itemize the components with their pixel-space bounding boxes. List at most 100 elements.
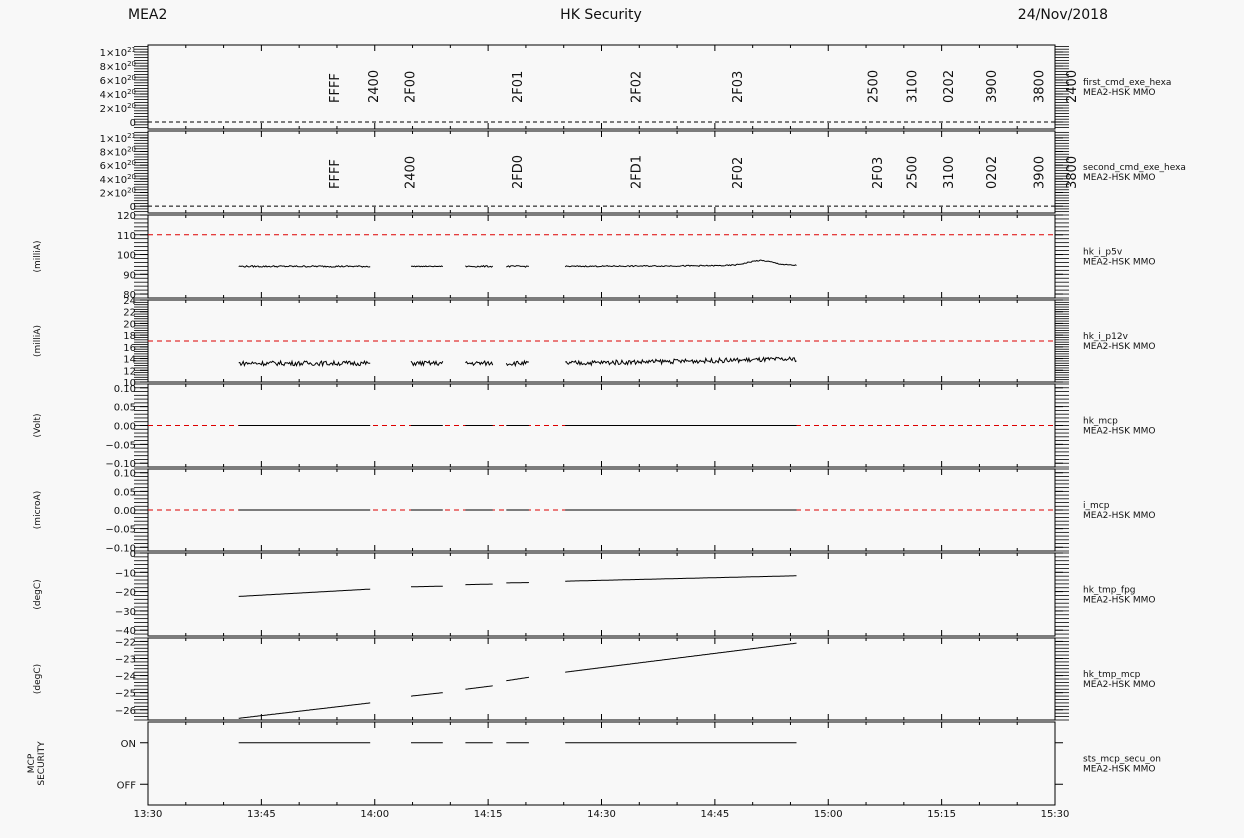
y-tick-label: 8×1020 (100, 146, 136, 159)
command-label: 0202 (985, 156, 1000, 189)
data-segment (410, 265, 444, 268)
x-tick-label: 15:15 (927, 809, 956, 820)
panel-i_mcp: −0.10 −0.05 0.00 0.05 0.10 (microA) i_mcpMEA2-… (33, 468, 1155, 554)
y-tick-label: −26 (115, 706, 136, 717)
panel-hk_tmp_mcp: −22 −23 −24 −25 −26 (degC) hk_tmp_mcpMEA2-HSK … (33, 637, 1155, 721)
y-tick-label: 10 (123, 378, 136, 389)
y-tick-label: −20 (115, 588, 136, 599)
data-segment (411, 585, 443, 588)
panels-group: 1×10218×10206×10204×10202×10200first_cmd… (27, 44, 1186, 806)
y-tick-exponent: 20 (127, 88, 136, 96)
y-tick-label: 110 (117, 231, 136, 242)
y-tick-label: ON (121, 739, 136, 750)
data-segment (505, 359, 530, 368)
y-tick-label: 0.00 (114, 422, 136, 433)
panel-title: hk_tmp_fpg (1083, 586, 1136, 596)
y-tick-label: 100 (117, 251, 136, 262)
y-tick-label: 0.10 (114, 384, 136, 395)
y-axis-label: (milliA) (33, 241, 43, 273)
command-label: 2F01 (511, 71, 526, 103)
y-tick-label: 90 (123, 270, 136, 281)
header-right: 24/Nov/2018 (1018, 7, 1108, 23)
y-tick-label: 4×1020 (100, 88, 136, 101)
y-tick-label: −0.10 (105, 459, 136, 470)
y-tick-label: 0 (130, 202, 136, 213)
y-tick-label: −30 (115, 607, 136, 618)
y-tick-label: 80 (123, 290, 136, 301)
y-axis-label: (microA) (33, 491, 43, 529)
y-tick-exponent: 20 (127, 173, 136, 181)
y-axis-label: (degC) (33, 664, 43, 694)
y-tick-label: 4×1020 (100, 173, 136, 186)
y-tick-label: 18 (123, 331, 136, 342)
command-label: 2F03 (731, 71, 746, 103)
y-axis-label: MCP (27, 753, 37, 773)
x-axis: 13:30 13:45 14:00 14:15 14:30 14:45 15:00 15:15… (134, 809, 1070, 820)
panel-title: hk_tmp_mcp (1083, 670, 1141, 680)
data-segment (410, 359, 444, 367)
panel-source: MEA2-HSK MMO (1083, 258, 1155, 268)
y-tick-exponent: 20 (127, 74, 136, 82)
x-tick-label: 14:15 (474, 809, 503, 820)
panel-frame (147, 214, 1056, 299)
command-label: 3800 (1032, 70, 1047, 103)
y-tick-exponent: 21 (127, 132, 136, 140)
y-tick-exponent: 20 (127, 187, 136, 195)
y-tick-exponent: 20 (127, 159, 136, 167)
panel-title: sts_mcp_secu_on (1083, 755, 1161, 765)
panel-title: first_cmd_exe_hexa (1083, 78, 1171, 88)
panel-frame (147, 721, 1056, 806)
y-tick-label: 0.00 (114, 506, 136, 517)
x-tick-label: 14:45 (700, 809, 729, 820)
panel-title: second_cmd_exe_hexa (1083, 163, 1186, 173)
command-label: 2400 (367, 70, 382, 103)
y-tick-label: 20 (123, 319, 136, 330)
y-tick-label: −24 (115, 672, 136, 683)
y-tick-exponent: 20 (127, 146, 136, 154)
y-tick-label: 0.05 (114, 403, 136, 414)
y-tick-label: 0 (130, 118, 136, 129)
data-segment (565, 642, 797, 673)
y-tick-label: 6×1020 (100, 159, 136, 172)
data-segment (238, 359, 371, 368)
panel-source: MEA2-HSK MMO (1083, 342, 1155, 352)
panel-source: MEA2-HSK MMO (1083, 173, 1155, 183)
data-segment (238, 265, 371, 268)
x-tick-label: 13:45 (247, 809, 276, 820)
x-tick-label: 13:30 (134, 809, 163, 820)
panel-title: hk_i_p12v (1083, 332, 1129, 342)
y-axis-label: (milliA) (33, 325, 43, 357)
data-segment (506, 265, 529, 268)
command-label: FFFF (328, 159, 343, 189)
x-tick-label: 14:30 (587, 809, 616, 820)
header-center: HK Security (560, 7, 642, 23)
y-tick-label: −40 (115, 626, 136, 637)
y-tick-exponent: 20 (127, 102, 136, 110)
y-tick-label: 120 (117, 211, 136, 222)
x-tick-label: 14:00 (360, 809, 389, 820)
data-segment (410, 692, 443, 697)
y-tick-label: −23 (115, 655, 136, 666)
command-label: 3900 (1032, 156, 1047, 189)
data-segment (506, 676, 529, 682)
data-segment (238, 702, 371, 719)
y-tick-label: −10 (115, 568, 136, 579)
y-tick-label: 1×1021 (100, 132, 136, 145)
data-segment (565, 575, 797, 582)
data-segment (465, 685, 493, 690)
command-label: 2400 (403, 156, 418, 189)
y-axis-label: SECURITY (37, 741, 47, 786)
panel-source: MEA2-HSK MMO (1083, 427, 1155, 437)
command-label: FFFF (328, 73, 343, 103)
command-label: 2500 (905, 156, 920, 189)
data-segment (564, 259, 797, 268)
y-tick-label: 16 (123, 343, 136, 354)
y-axis-label: (degC) (33, 579, 43, 609)
command-label: 2F00 (403, 71, 418, 103)
panel-title: i_mcp (1083, 501, 1110, 511)
